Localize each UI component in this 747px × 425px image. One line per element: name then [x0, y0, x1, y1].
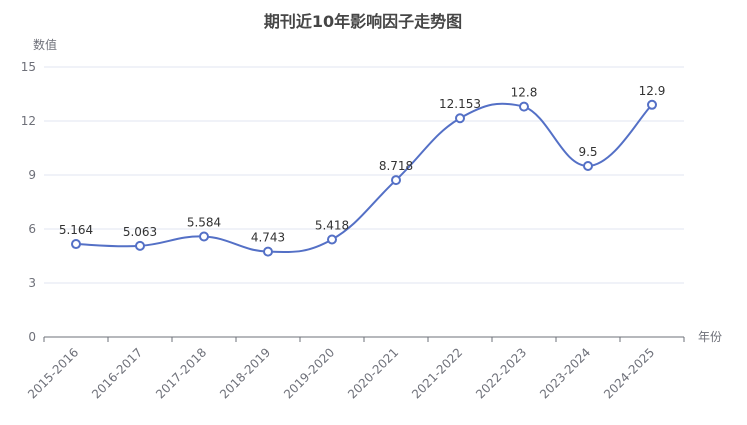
- y-tick-label: 3: [28, 276, 36, 290]
- data-point: [71, 239, 81, 250]
- data-label: 5.584: [187, 215, 221, 229]
- y-tick-label: 12: [21, 114, 36, 128]
- data-label: 5.418: [315, 218, 349, 232]
- data-point: [327, 234, 337, 245]
- data-label: 12.9: [639, 84, 666, 98]
- y-axis-name: 数值: [33, 37, 57, 52]
- series-line: [75, 102, 653, 253]
- data-label: 8.718: [379, 159, 413, 173]
- data-point: [647, 99, 657, 110]
- y-tick-label: 6: [28, 222, 36, 236]
- data-label: 5.063: [123, 225, 157, 239]
- data-point: [135, 240, 145, 251]
- x-tick-label: 2019-2020: [281, 345, 337, 401]
- x-axis: 2015-2016 2016-2017 2017-2018 2018-2019 2019…: [25, 336, 685, 401]
- x-tick-label: 2021-2022: [409, 345, 465, 401]
- data-point: [519, 101, 529, 112]
- data-point: [583, 161, 593, 171]
- data-point: [199, 231, 209, 242]
- x-tick-label: 2015-2016: [25, 345, 81, 401]
- data-label: 12.8: [511, 86, 538, 100]
- x-tick-label: 2016-2017: [89, 345, 145, 401]
- chart-title: 期刊近10年影响因子走势图: [264, 12, 462, 31]
- x-tick-label: 2018-2019: [217, 345, 273, 401]
- y-tick-label: 15: [21, 60, 36, 74]
- x-tick-label: 2023-2024: [537, 345, 593, 401]
- data-point: [455, 113, 465, 124]
- grid: [44, 66, 684, 284]
- x-tick-label: 2017-2018: [153, 345, 209, 401]
- data-label: 12.153: [439, 97, 481, 111]
- x-tick-label: 2022-2023: [473, 345, 529, 401]
- y-axis: 0 3 6 9 12 15: [21, 60, 36, 344]
- data-label: 9.5: [578, 145, 597, 159]
- data-point: [263, 246, 273, 257]
- x-tick-label: 2020-2021: [345, 345, 401, 401]
- series: 5.164 5.063 5.584 4.743 5.418 8.718 12.153 12.8…: [59, 84, 666, 257]
- x-axis-name: 年份: [698, 330, 722, 344]
- y-tick-label: 0: [28, 330, 36, 344]
- x-tick-label: 2024-2025: [601, 345, 657, 401]
- data-point: [391, 175, 401, 186]
- y-tick-label: 9: [28, 168, 36, 182]
- data-label: 5.164: [59, 223, 93, 237]
- data-label: 4.743: [251, 231, 285, 245]
